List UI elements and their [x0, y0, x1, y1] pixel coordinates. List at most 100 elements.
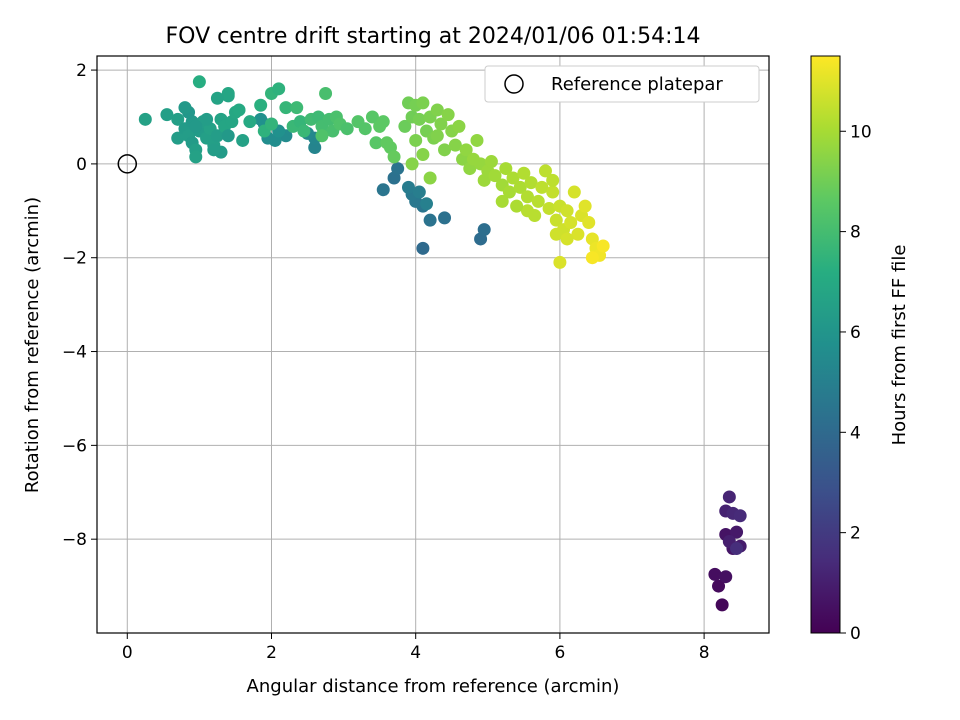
data-point — [264, 117, 278, 131]
y-tick-label: −6 — [62, 436, 87, 456]
data-point — [412, 185, 426, 199]
colorbar-tick-label: 2 — [850, 524, 861, 544]
legend: Reference platepar — [484, 65, 760, 103]
y-tick-label: −8 — [62, 530, 87, 550]
x-axis-ticks: 0 2 4 6 8 — [122, 633, 710, 663]
data-point — [221, 129, 235, 143]
data-point — [420, 197, 434, 211]
data-point — [560, 204, 574, 218]
colorbar-tick-label: 4 — [850, 423, 861, 443]
colorbar-tick-label: 0 — [850, 624, 861, 644]
data-point — [171, 112, 185, 126]
data-point — [535, 180, 549, 194]
data-point — [189, 150, 203, 164]
data-point — [596, 239, 610, 253]
x-axis-label: Angular distance from reference (arcmin) — [247, 676, 620, 697]
data-point — [567, 185, 581, 199]
data-point — [412, 112, 426, 126]
data-point — [730, 525, 744, 539]
data-point — [470, 133, 484, 147]
data-point — [719, 570, 733, 584]
grid — [97, 56, 769, 633]
data-point — [730, 542, 744, 556]
x-tick-label: 2 — [266, 643, 277, 663]
data-point — [207, 143, 221, 157]
data-point — [733, 509, 747, 523]
y-tick-label: −4 — [62, 343, 87, 363]
data-point — [423, 171, 437, 185]
colorbar-label: Hours from first FF file — [889, 245, 910, 446]
data-point — [459, 143, 473, 157]
data-point — [441, 108, 455, 122]
data-point — [448, 138, 462, 152]
data-point — [571, 227, 585, 241]
data-point — [488, 169, 502, 183]
legend-marker-icon — [504, 74, 524, 94]
data-point — [495, 194, 509, 208]
data-point — [409, 133, 423, 147]
data-point — [416, 148, 430, 162]
data-point — [376, 183, 390, 197]
x-tick-label: 6 — [554, 643, 565, 663]
data-point — [715, 598, 729, 612]
data-point — [506, 171, 520, 185]
data-point — [319, 87, 333, 101]
data-point — [712, 579, 726, 593]
data-point — [369, 136, 383, 150]
data-point — [340, 122, 354, 136]
data-point — [499, 162, 513, 176]
data-point — [484, 155, 498, 169]
data-point — [254, 98, 268, 112]
data-point — [549, 213, 563, 227]
data-point — [290, 101, 304, 115]
data-point — [279, 101, 293, 115]
data-point — [272, 82, 286, 96]
data-point — [520, 190, 534, 204]
data-point — [189, 119, 203, 133]
y-axis-label: Rotation from reference (arcmin) — [22, 197, 43, 493]
data-point — [438, 143, 452, 157]
data-point — [423, 213, 437, 227]
y-tick-label: 2 — [76, 61, 87, 81]
data-point — [416, 96, 430, 110]
data-point — [243, 115, 257, 129]
data-point — [560, 232, 574, 246]
data-point — [232, 103, 246, 117]
data-point — [546, 185, 560, 199]
scatter-points — [138, 75, 747, 612]
legend-entry-reference-platepar: Reference platepar — [551, 74, 723, 95]
data-point — [430, 129, 444, 143]
data-point — [178, 101, 192, 115]
data-point — [538, 164, 552, 178]
reference-platepar-marker — [117, 154, 138, 174]
colorbar-tick-label: 10 — [850, 122, 872, 142]
chart-title: FOV centre drift starting at 2024/01/06 … — [166, 24, 701, 49]
data-point — [438, 211, 452, 225]
data-point — [564, 216, 578, 230]
data-point — [401, 180, 415, 194]
data-point — [520, 204, 534, 218]
data-point — [200, 112, 214, 126]
data-point — [708, 567, 722, 581]
data-point — [452, 119, 466, 133]
data-point — [160, 108, 174, 122]
data-point — [254, 112, 268, 126]
data-point — [502, 185, 516, 199]
data-point — [365, 110, 379, 124]
data-point — [722, 490, 736, 504]
data-point — [387, 150, 401, 164]
data-point — [531, 194, 545, 208]
colorbar — [810, 55, 841, 634]
colorbar-tick-label: 6 — [850, 323, 861, 343]
data-point — [524, 176, 538, 190]
data-point — [430, 103, 444, 117]
data-point — [549, 227, 563, 241]
data-point — [138, 112, 152, 126]
data-point — [398, 119, 412, 133]
colorbar-ticks: 0 2 4 6 8 10 — [840, 122, 872, 644]
data-point — [578, 199, 592, 213]
data-point — [210, 129, 224, 143]
data-point — [517, 166, 531, 180]
data-point — [210, 91, 224, 105]
data-point — [221, 89, 235, 103]
